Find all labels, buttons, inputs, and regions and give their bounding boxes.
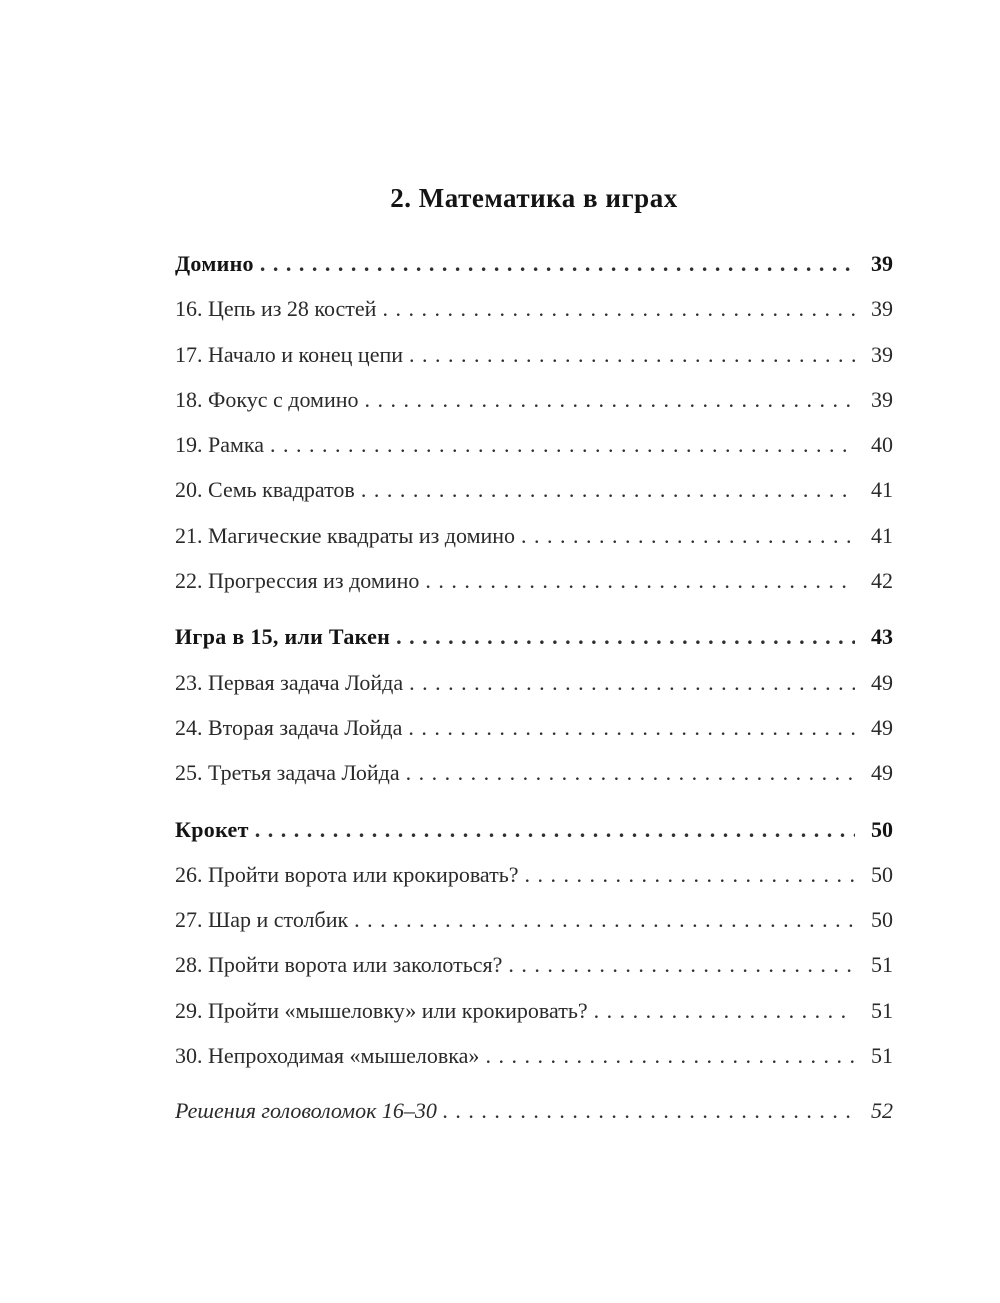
toc-entry-page-number: 49: [871, 714, 893, 740]
toc-entry-label: 27. Шар и столбик: [175, 907, 349, 933]
toc-entry-label: Решения головоломок 16–30: [175, 1098, 437, 1124]
toc-entry: Игра в 15, или Такен 43: [175, 624, 893, 669]
toc-entry: 28. Пройти ворота или заколоться? 51: [175, 952, 893, 997]
toc-entry: Домино 39: [175, 251, 893, 296]
toc-entry-label: 20. Семь квадратов: [175, 477, 355, 503]
toc-entry-page-number: 52: [871, 1098, 893, 1124]
toc-entry: 27. Шар и столбик 50: [175, 907, 893, 952]
dot-leader: [365, 387, 855, 413]
toc-entry-label: Игра в 15, или Такен: [175, 624, 391, 650]
toc-entry-label: 17. Начало и конец цепи: [175, 341, 404, 367]
toc-entry: 24. Вторая задача Лойда 49: [175, 715, 893, 760]
toc-entry-label: 18. Фокус с домино: [175, 386, 359, 412]
toc-entry-page-number: 39: [871, 251, 893, 276]
toc-entry-page-number: 51: [871, 997, 893, 1023]
toc-entry: 25. Третья задача Лойда 49: [175, 760, 893, 805]
dot-leader: [361, 477, 855, 503]
dot-leader: [406, 760, 855, 786]
dot-leader: [521, 523, 855, 549]
toc-entry: 29. Пройти «мышеловку» или крокировать? …: [175, 998, 893, 1043]
toc-entry-label: 21. Магические квадраты из домино: [175, 522, 516, 548]
dot-leader: [409, 342, 855, 368]
dot-leader: [409, 670, 855, 696]
dot-leader: [594, 998, 855, 1024]
toc-entry: 20. Семь квадратов 41: [175, 477, 893, 522]
dot-leader: [525, 862, 855, 888]
toc-entry-page-number: 43: [871, 624, 893, 650]
toc-entry-label: 25. Третья задача Лойда: [175, 760, 400, 786]
toc-entry-page-number: 51: [871, 952, 893, 978]
toc-entry: 19. Рамка 40: [175, 432, 893, 477]
toc-entry-page-number: 39: [871, 296, 893, 322]
toc-entry-page-number: 41: [871, 477, 893, 503]
toc-entry-page-number: 50: [871, 861, 893, 887]
table-of-contents: Домино 39 16. Цепь из 28 костей 39 17. Н…: [175, 240, 893, 1144]
toc-entry: 21. Магические квадраты из домино 41: [175, 523, 893, 568]
toc-entry: Решения головоломок 16–30 52: [175, 1098, 893, 1143]
toc-entry-page-number: 50: [871, 907, 893, 933]
toc-entry: 26. Пройти ворота или крокировать? 50: [175, 862, 893, 907]
toc-entry-page-number: 39: [871, 341, 893, 367]
toc-entry-page-number: 51: [871, 1043, 893, 1069]
dot-leader: [382, 296, 855, 322]
toc-entry-label: 19. Рамка: [175, 432, 265, 458]
toc-entry: 23. Первая задача Лойда 49: [175, 670, 893, 715]
dot-leader: [270, 432, 855, 458]
toc-entry-label: 16. Цепь из 28 костей: [175, 296, 377, 322]
toc-entry-page-number: 41: [871, 522, 893, 548]
dot-leader: [354, 907, 855, 933]
toc-entry-label: 29. Пройти «мышеловку» или крокировать?: [175, 997, 588, 1023]
dot-leader: [443, 1098, 859, 1124]
toc-entry-page-number: 39: [871, 386, 893, 412]
toc-entry-label: 30. Непроходимая «мышеловка»: [175, 1043, 480, 1069]
toc-entry-label: 28. Пройти ворота или заколоться?: [175, 952, 503, 978]
dot-leader: [408, 715, 855, 741]
toc-entry: 17. Начало и конец цепи 39: [175, 342, 893, 387]
toc-entry-page-number: 49: [871, 669, 893, 695]
toc-entry: 22. Прогрессия из домино 42: [175, 568, 893, 613]
toc-entry-page-number: 42: [871, 568, 893, 594]
toc-entry: 18. Фокус с домино 39: [175, 387, 893, 432]
toc-entry-label: Крокет: [175, 816, 249, 842]
dot-leader: [425, 568, 855, 594]
chapter-title: 2. Математика в играх: [390, 183, 678, 213]
toc-entry-label: 23. Первая задача Лойда: [175, 669, 404, 695]
dot-leader: [508, 952, 855, 978]
toc-entry: 30. Непроходимая «мышеловка» 51: [175, 1043, 893, 1088]
toc-entry-page-number: 50: [871, 816, 893, 842]
toc-entry: 16. Цепь из 28 костей 39: [175, 296, 893, 341]
dot-leader: [255, 817, 855, 843]
toc-entry: Крокет 50: [175, 817, 893, 862]
dot-leader: [485, 1043, 855, 1069]
toc-entry-label: Домино: [175, 251, 254, 276]
dot-leader: [260, 251, 855, 277]
toc-entry-page-number: 49: [871, 760, 893, 786]
toc-entry-label: 22. Прогрессия из домино: [175, 568, 420, 594]
toc-entry-label: 26. Пройти ворота или крокировать?: [175, 861, 519, 887]
toc-entry-label: 24. Вторая задача Лойда: [175, 714, 403, 740]
toc-entry-page-number: 40: [871, 432, 893, 458]
dot-leader: [396, 624, 855, 650]
